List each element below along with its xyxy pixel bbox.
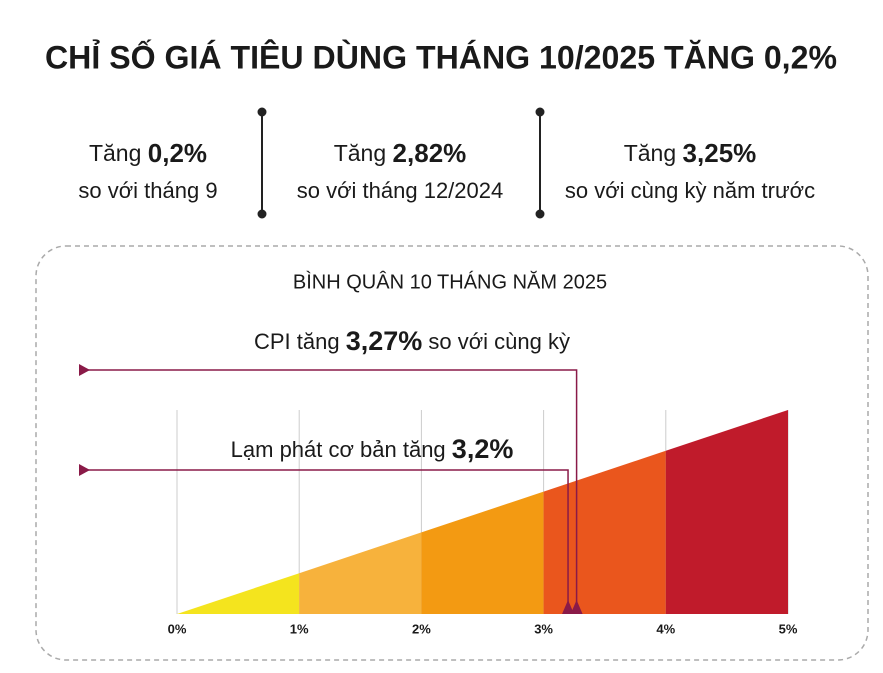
- highlight-line: Tăng 0,2%: [89, 138, 207, 168]
- marker-prefix: Lạm phát cơ bản tăng: [231, 437, 446, 462]
- ramp-segment: [543, 450, 666, 614]
- chart-title: BÌNH QUÂN 10 THÁNG NĂM 2025: [293, 270, 607, 293]
- highlight-value: 2,82%: [393, 138, 467, 168]
- highlight-text: so với tháng 9: [78, 178, 217, 203]
- marker-suffix: so với cùng kỳ: [428, 329, 570, 354]
- highlight-text: so với tháng 12/2024: [297, 178, 503, 203]
- x-tick-label: 0%: [168, 621, 187, 636]
- x-tick-label: 5%: [779, 621, 798, 636]
- highlight-text: so với cùng kỳ năm trước: [565, 178, 815, 203]
- marker-line: [84, 369, 578, 614]
- highlight-value: 3,25%: [683, 138, 757, 168]
- marker-value: 3,27%: [346, 326, 423, 356]
- highlight-prefix: Tăng: [334, 140, 386, 166]
- highlight-value: 0,2%: [148, 138, 207, 168]
- x-tick-label: 2%: [412, 621, 431, 636]
- x-tick-label: 3%: [534, 621, 553, 636]
- chart-box: [35, 245, 869, 661]
- ramp-segment: [421, 491, 544, 614]
- page-title: CHỈ SỐ GIÁ TIÊU DÙNG THÁNG 10/2025 TĂNG …: [45, 39, 837, 75]
- marker-value: 3,2%: [452, 434, 514, 464]
- marker-prefix: CPI tăng: [254, 329, 340, 354]
- highlight-prefix: Tăng: [624, 140, 676, 166]
- marker-line: [84, 469, 569, 614]
- highlight-line: Tăng 3,25%: [624, 138, 757, 168]
- ramp-segment: [177, 573, 300, 614]
- x-tick-label: 1%: [290, 621, 309, 636]
- x-tick-label: 4%: [656, 621, 675, 636]
- marker-start: [79, 364, 90, 376]
- marker-start: [79, 464, 90, 476]
- ramp-segment: [299, 532, 422, 614]
- marker-point: [562, 600, 575, 614]
- highlight-prefix: Tăng: [89, 140, 141, 166]
- dividers: [257, 107, 545, 219]
- marker-label: CPI tăng 3,27% so với cùng kỳ: [254, 326, 570, 356]
- ramp-segment: [665, 410, 788, 614]
- highlight-line: Tăng 2,82%: [334, 138, 467, 168]
- marker-label: Lạm phát cơ bản tăng 3,2%: [231, 434, 514, 464]
- marker-point: [570, 600, 583, 614]
